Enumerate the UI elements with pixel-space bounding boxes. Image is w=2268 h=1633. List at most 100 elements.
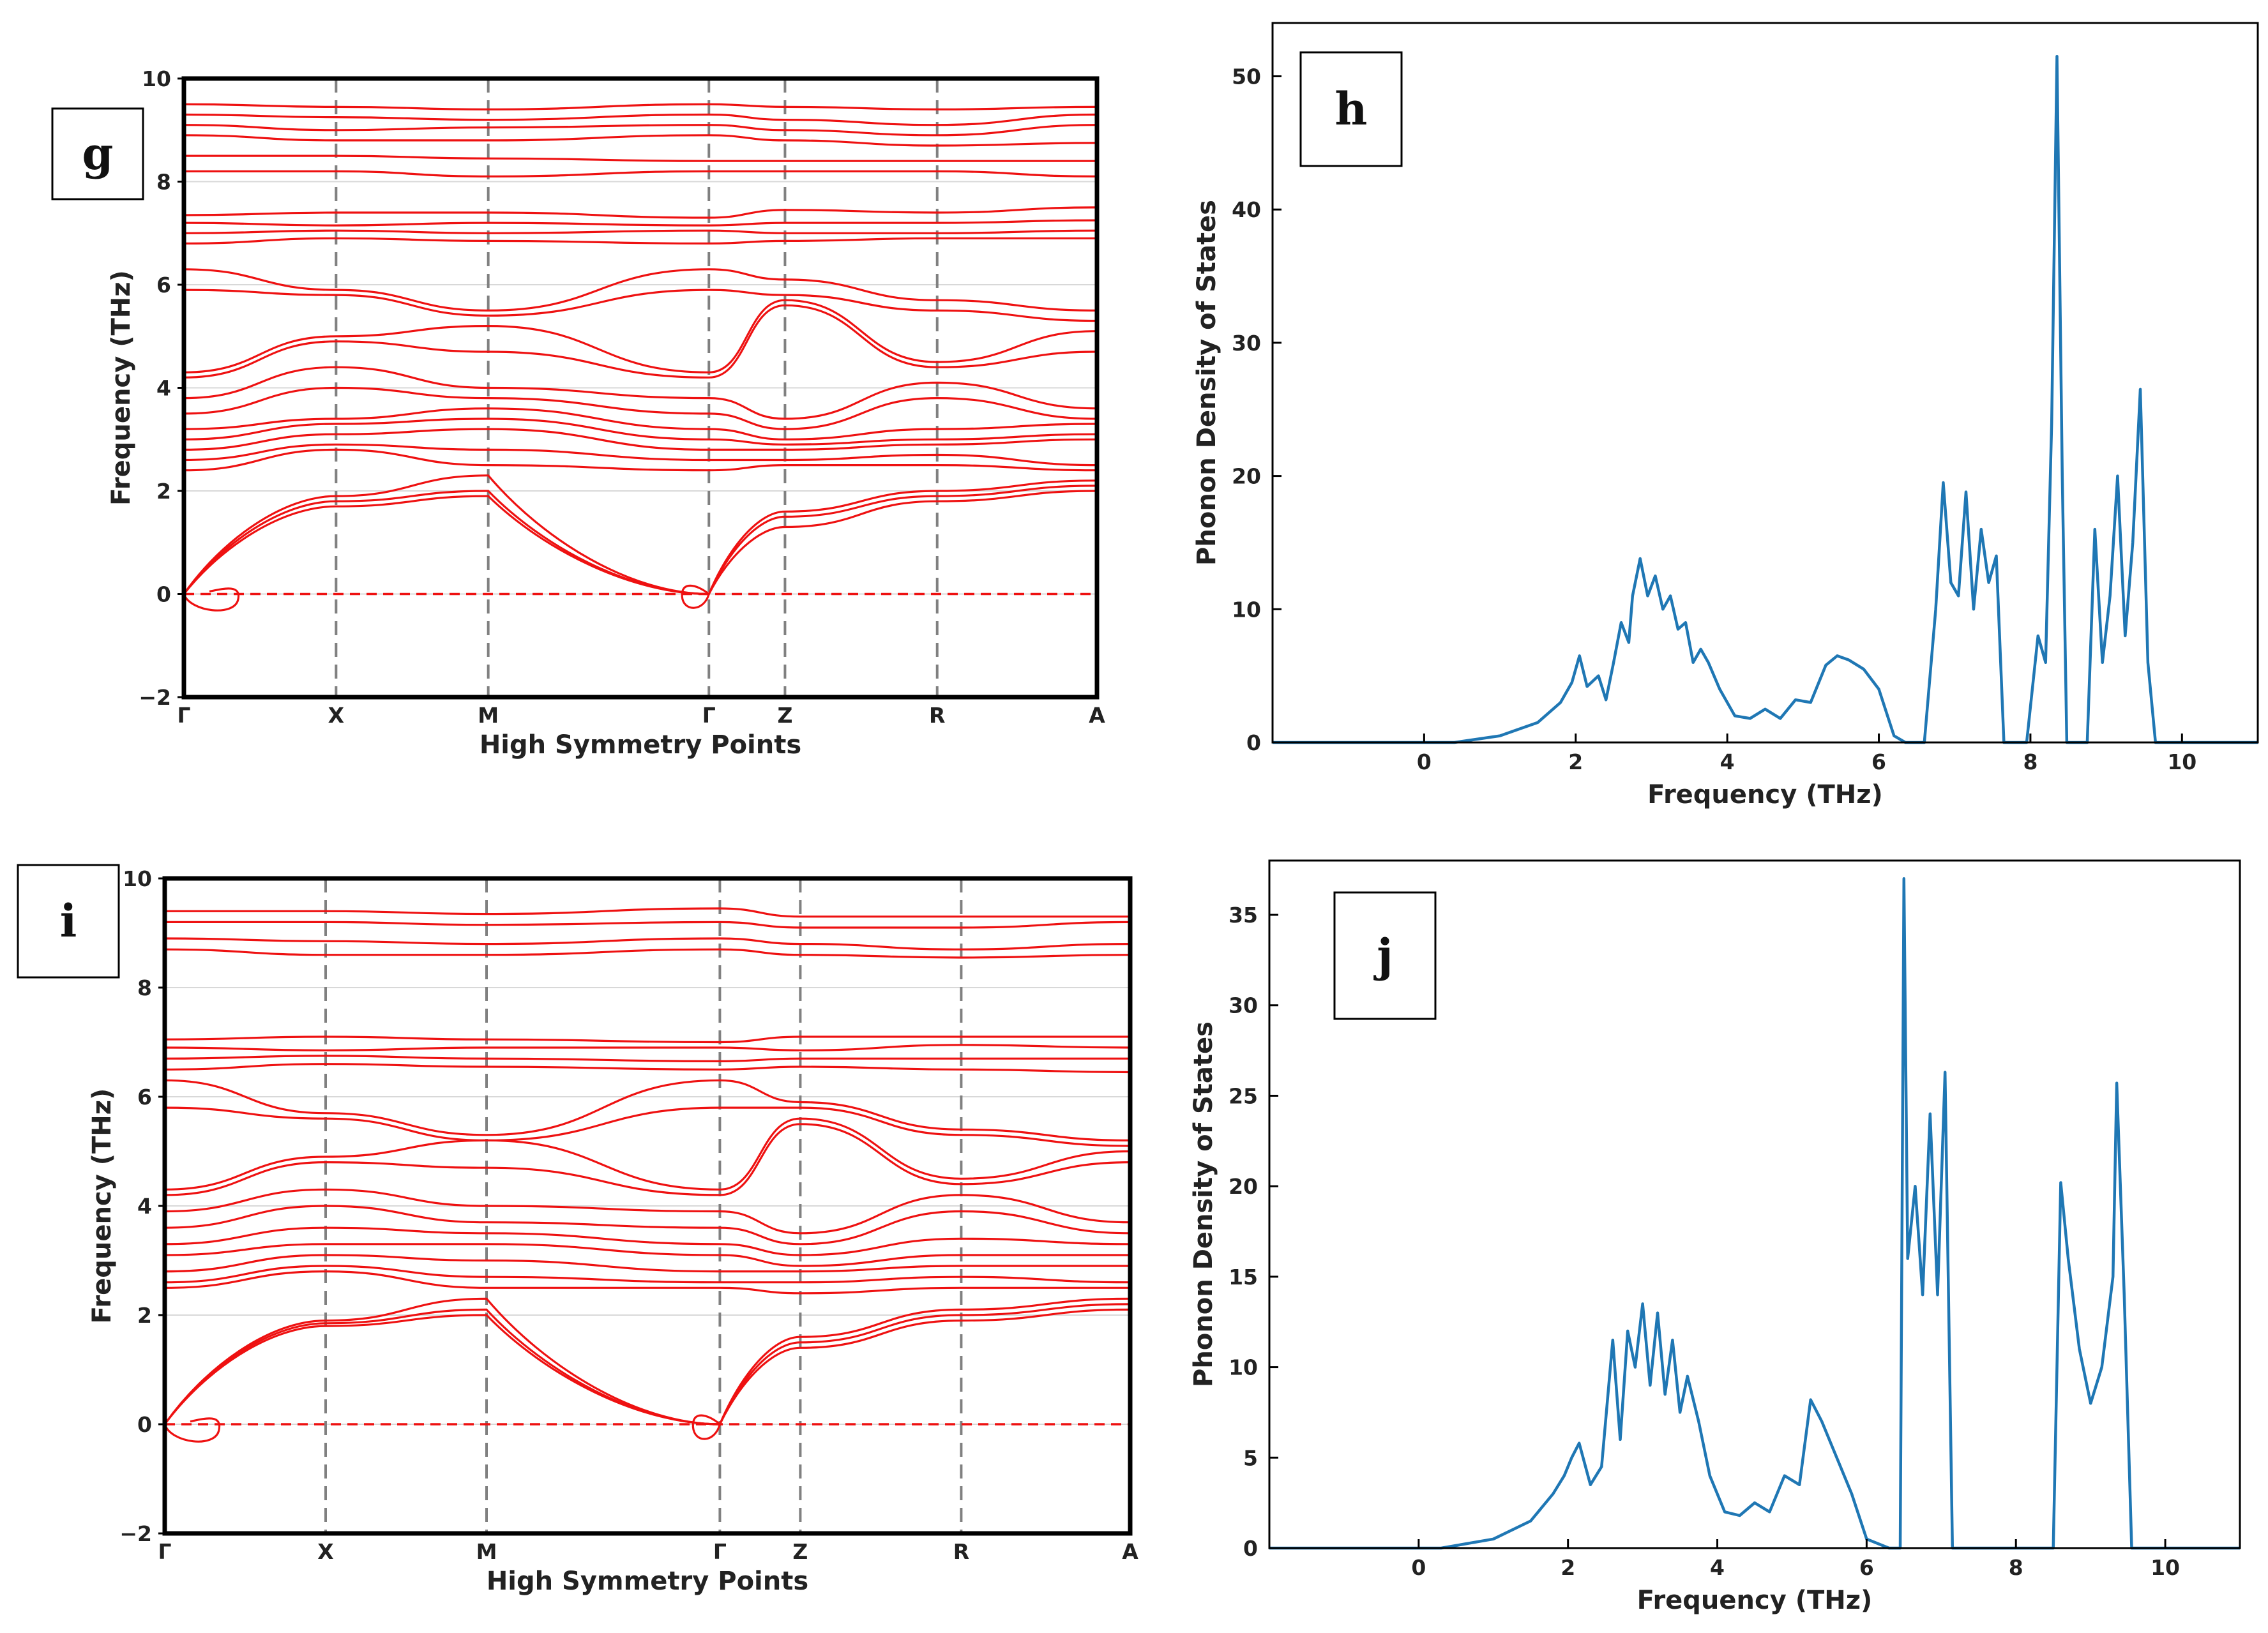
- band-line-optical-high-1: [184, 103, 1097, 111]
- kpoint-label: M: [478, 703, 499, 728]
- kpoint-label: Z: [792, 1539, 808, 1564]
- kpoint-label: Γ: [177, 703, 190, 728]
- x-tick-label: 6: [1859, 1555, 1874, 1580]
- band-line-optical-high-3: [184, 124, 1097, 137]
- chart-panel-h: 0 10 20 30 40 50 0 2 4 6 8 10 Frequency (THz) Phonon …: [1192, 22, 2259, 809]
- band-line-band-3a: [184, 366, 1097, 420]
- band-line-optical-high-1: [165, 907, 1130, 918]
- y-tick-label: 50: [1232, 64, 1261, 89]
- panel-label: h: [1335, 82, 1368, 135]
- band-line-band-3c: [184, 407, 1097, 440]
- y-axis-title: Phonon Density of States: [1192, 200, 1221, 566]
- band-line-optical-high-3: [165, 937, 1130, 951]
- kpoint-label: X: [328, 703, 344, 728]
- dos-line: [1273, 54, 2258, 744]
- y-tick-label: 5: [1243, 1445, 1258, 1470]
- y-axis-title: Frequency (THz): [87, 1088, 117, 1324]
- y-tick-label: 40: [1232, 197, 1261, 222]
- y-tick-label: 6: [156, 273, 171, 297]
- dos-line: [1269, 877, 2240, 1550]
- y-axis-title: Frequency (THz): [107, 270, 136, 506]
- band-line-band-3d: [165, 1243, 1130, 1267]
- y-tick-label: 15: [1228, 1265, 1258, 1290]
- y-tick-label: 0: [1246, 730, 1261, 755]
- band-line-band-3d: [184, 418, 1097, 446]
- x-tick-label: 2: [1561, 1555, 1575, 1580]
- band-line-band-2b: [165, 1265, 1130, 1284]
- x-tick-label: 4: [1710, 1555, 1725, 1580]
- kpoint-label: Z: [777, 703, 792, 728]
- chart-panel-i: −2 0 2 4 6 8 10 Γ X M Γ Z R A High Symmetry Points Freq…: [17, 864, 1138, 1596]
- band-line-acoustic-1: [165, 1297, 1130, 1426]
- panel-label: j: [1373, 929, 1393, 982]
- y-tick-label: −2: [139, 685, 171, 710]
- y-tick-label: 20: [1232, 464, 1261, 489]
- band-line-optical-high-4: [165, 948, 1130, 959]
- negative-loop: [681, 584, 710, 609]
- y-tick-label: 10: [123, 866, 152, 891]
- kpoint-label: M: [476, 1539, 497, 1564]
- band-line-band-6: [165, 1079, 1130, 1141]
- band-series-group: [184, 103, 1097, 612]
- band-line-optical-high-5: [184, 154, 1097, 162]
- band-line-acoustic-1: [184, 474, 1097, 596]
- y-tick-label: 10: [142, 66, 171, 91]
- x-tick-label: 2: [1568, 749, 1583, 774]
- kpoint-label: Γ: [158, 1539, 171, 1564]
- kpoint-label: R: [953, 1539, 969, 1564]
- band-line-band-4: [165, 1117, 1130, 1191]
- band-line-optical-mid-2: [165, 1044, 1130, 1051]
- x-tick-label: 10: [2151, 1555, 2180, 1580]
- band-line-band-4: [184, 299, 1097, 373]
- band-line-optical-mid-3: [165, 1055, 1130, 1063]
- x-tick-label: 8: [2023, 749, 2037, 774]
- plot-frame: [1268, 859, 2241, 1549]
- y-tick-label: −2: [119, 1521, 152, 1546]
- band-line-band-4b: [184, 304, 1097, 379]
- band-line-band-2a: [165, 1254, 1130, 1273]
- band-line-optical-mid-1: [165, 1035, 1130, 1044]
- band-line-band-2b: [184, 443, 1097, 467]
- y-tick-label: 0: [137, 1412, 152, 1437]
- band-line-optical-mid-4: [184, 237, 1097, 245]
- band-line-band-5: [184, 289, 1097, 322]
- x-tick-label: 8: [2009, 1555, 2023, 1580]
- kpoint-label: Γ: [713, 1539, 727, 1564]
- kpoint-label: A: [1089, 703, 1105, 728]
- panel-label: i: [60, 894, 77, 947]
- chart-panel-j: 0 5 10 15 20 25 30 35 0 2 4 6 8 10 Frequency (THz) Phon…: [1189, 859, 2241, 1615]
- band-line-band-6: [184, 268, 1097, 312]
- band-line-optical-mid-4: [165, 1063, 1130, 1074]
- band-line-optical-high-4: [184, 134, 1097, 147]
- negative-loop: [165, 1417, 221, 1443]
- band-line-acoustic-3: [165, 1308, 1130, 1426]
- y-tick-label: 30: [1228, 993, 1258, 1018]
- y-tick-label: 4: [137, 1194, 152, 1219]
- band-line-band-3c: [165, 1226, 1130, 1256]
- y-tick-label: 20: [1228, 1174, 1258, 1199]
- kpoint-label: A: [1122, 1539, 1138, 1564]
- band-line-band-3b: [165, 1205, 1130, 1245]
- band-line-acoustic-3: [184, 490, 1097, 596]
- y-tick-label: 2: [137, 1303, 152, 1328]
- band-line-optical-mid-3: [184, 229, 1097, 234]
- band-line-band-3b: [184, 386, 1097, 430]
- band-line-optical-high-2: [165, 921, 1130, 929]
- band-series-group: [165, 907, 1130, 1443]
- y-tick-label: 25: [1228, 1083, 1258, 1108]
- panel-label-box: [1299, 51, 1403, 167]
- band-line-band-4b: [165, 1123, 1130, 1196]
- band-line-optical-mid-1: [184, 206, 1097, 219]
- kpoint-label: R: [929, 703, 945, 728]
- band-line-band-2a: [184, 428, 1097, 451]
- band-line-band-5: [165, 1106, 1130, 1147]
- x-tick-label: 0: [1411, 1555, 1426, 1580]
- panel-label: g: [82, 127, 114, 180]
- panel-label-box: [17, 864, 120, 979]
- x-axis-title: High Symmetry Points: [480, 730, 801, 760]
- y-tick-label: 30: [1232, 331, 1261, 356]
- y-tick-label: 35: [1228, 903, 1258, 928]
- kpoint-label: Γ: [702, 703, 716, 728]
- panel-label-box: [1333, 891, 1437, 1020]
